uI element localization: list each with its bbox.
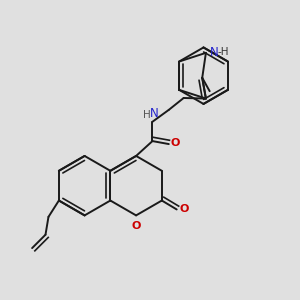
Text: H: H <box>143 110 151 120</box>
Text: O: O <box>179 204 188 214</box>
Text: O: O <box>171 139 180 148</box>
Text: -H: -H <box>217 47 229 57</box>
Text: O: O <box>131 221 141 231</box>
Text: N: N <box>150 107 159 120</box>
Text: N: N <box>209 46 218 59</box>
